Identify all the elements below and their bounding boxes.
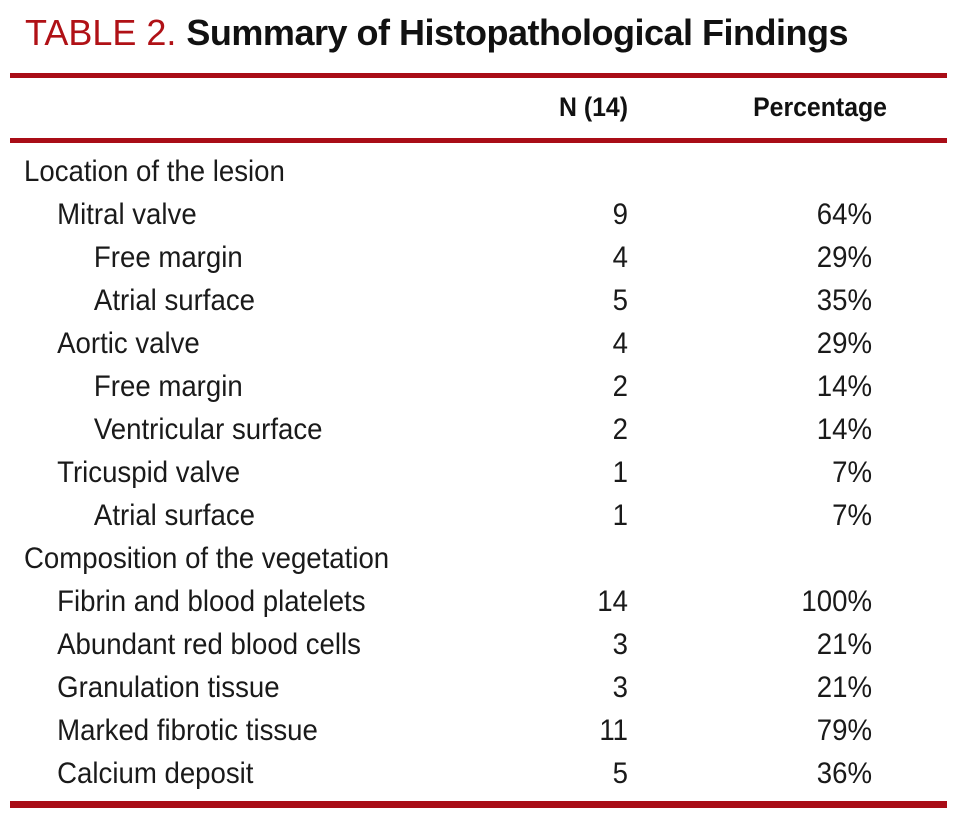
row-n-value: 2 [612,413,628,446]
row-label: Composition of the vegetation [24,542,390,575]
row-n-value: 9 [612,198,628,231]
table-row: Abundant red blood cells 3 21% [24,623,872,666]
column-header-n: N (14) [558,92,628,122]
row-percentage-value: 79% [816,714,872,747]
table-title-text: Summary of Histopathological Findings [186,12,848,53]
table-row: Ventricular surface 2 14% [24,408,872,451]
row-percentage-value: 14% [816,370,872,403]
row-percentage-value: 21% [816,628,872,661]
row-n-value: 4 [612,241,628,274]
row-label: Marked fibrotic tissue [57,714,318,747]
row-n-value: 3 [612,671,628,704]
row-label: Location of the lesion [24,155,285,188]
row-label: Abundant red blood cells [57,628,361,661]
table-row: Mitral valve 9 64% [24,193,872,236]
row-n-value: 4 [612,327,628,360]
row-n-value: 5 [612,757,628,790]
column-header-row: N (14) Percentage [24,90,887,124]
column-header-percentage: Percentage [753,92,887,122]
row-percentage-value: 29% [816,241,872,274]
row-percentage-value: 7% [832,499,872,532]
table-row: Atrial surface 1 7% [24,494,872,537]
table-row: Aortic valve 4 29% [24,322,872,365]
table-row: Free margin 2 14% [24,365,872,408]
table-row: Composition of the vegetation [24,537,872,580]
row-label: Ventricular surface [93,413,323,446]
row-label: Free margin [93,370,243,403]
row-label: Mitral valve [57,198,197,231]
bottom-rule [10,801,947,808]
table-row: Tricuspid valve 1 7% [24,451,872,494]
top-rule [10,73,947,78]
row-label: Aortic valve [57,327,200,360]
row-label: Fibrin and blood platelets [57,585,366,618]
row-label: Calcium deposit [57,757,254,790]
row-n-value: 1 [612,456,628,489]
table-body: Location of the lesion Mitral valve 9 64% Fr… [24,150,872,795]
header-rule [10,138,947,143]
table-row: Granulation tissue 3 21% [24,666,872,709]
row-label: Free margin [93,241,243,274]
row-n-value: 14 [597,585,628,618]
row-percentage-value: 14% [816,413,872,446]
page-title: TABLE 2. Summary of Histopathological Fi… [25,10,947,56]
row-label: Tricuspid valve [57,456,241,489]
row-percentage-value: 64% [816,198,872,231]
table-row: Calcium deposit 5 36% [24,752,872,795]
row-percentage-value: 35% [816,284,872,317]
row-n-value: 5 [612,284,628,317]
row-percentage-value: 29% [816,327,872,360]
table-row: Atrial surface 5 35% [24,279,872,322]
row-label: Atrial surface [93,499,255,532]
table-number-label: TABLE 2. [25,12,177,53]
table-row: Fibrin and blood platelets 14 100% [24,580,872,623]
row-n-value: 2 [612,370,628,403]
row-percentage-value: 21% [816,671,872,704]
row-n-value: 3 [612,628,628,661]
row-percentage-value: 36% [816,757,872,790]
row-label: Granulation tissue [57,671,280,704]
table-row: Free margin 4 29% [24,236,872,279]
table-row: Location of the lesion [24,150,872,193]
row-n-value: 1 [612,499,628,532]
row-n-value: 11 [599,714,628,747]
row-label: Atrial surface [93,284,255,317]
row-percentage-value: 100% [801,585,872,618]
row-percentage-value: 7% [832,456,872,489]
table-row: Marked fibrotic tissue 11 79% [24,709,872,752]
